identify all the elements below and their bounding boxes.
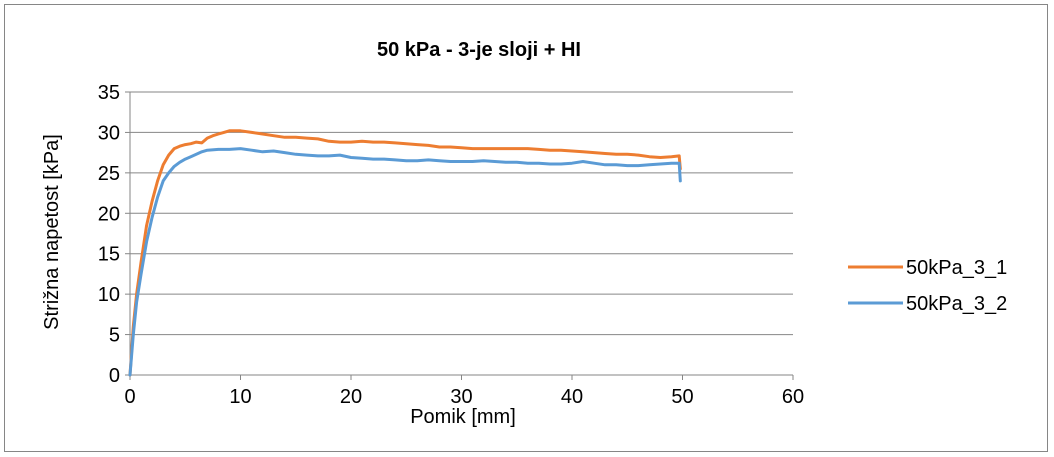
axes [125, 91, 794, 380]
y-tick-label-15: 15 [98, 244, 120, 266]
series-line-50kPa_3_1 [128, 129, 682, 377]
x-tick-label-20: 20 [340, 386, 362, 408]
y-tick-label-35: 35 [98, 82, 120, 104]
y-tick-label-10: 10 [98, 284, 120, 306]
x-tick-label-40: 40 [561, 386, 583, 408]
legend: 50kPa_3_1 50kPa_3_2 [848, 257, 1007, 315]
legend-item-50kPa_3_2: 50kPa_3_2 [848, 293, 1007, 315]
x-tick-label-30: 30 [450, 386, 472, 408]
legend-label-50kPa_3_1: 50kPa_3_1 [906, 257, 1007, 279]
x-tick-label-0: 0 [124, 386, 135, 408]
x-tick-label-50: 50 [671, 386, 693, 408]
series-line-50kPa_3_2 [128, 147, 682, 377]
chart-title: 50 kPa - 3-je sloji + HI [377, 39, 581, 61]
x-tick-label-60: 60 [782, 386, 804, 408]
line-chart: 50 kPa - 3-je sloji + HI 051015202530350… [41, 39, 1007, 428]
y-tick-label-25: 25 [98, 163, 120, 185]
series-lines [128, 129, 682, 377]
x-tick-label-10: 10 [229, 386, 251, 408]
y-tick-label-0: 0 [109, 365, 120, 387]
tick-labels: 0 5 10 15 20 25 30 35 0 10 20 30 40 50 60 [98, 82, 804, 408]
y-tick-label-5: 5 [109, 325, 120, 347]
legend-label-50kPa_3_2: 50kPa_3_2 [906, 293, 1007, 315]
gridlines [130, 91, 793, 336]
x-axis-label: Pomik [mm] [410, 406, 516, 428]
legend-item-50kPa_3_1: 50kPa_3_1 [848, 257, 1007, 279]
y-tick-label-20: 20 [98, 203, 120, 225]
chart-area: 50 kPa - 3-je sloji + HI 0 5 10 15 20 25 30 35 0… [4, 4, 1048, 452]
y-tick-label-30: 30 [98, 122, 120, 144]
y-axis-label: Strižna napetost [kPa] [41, 134, 63, 330]
